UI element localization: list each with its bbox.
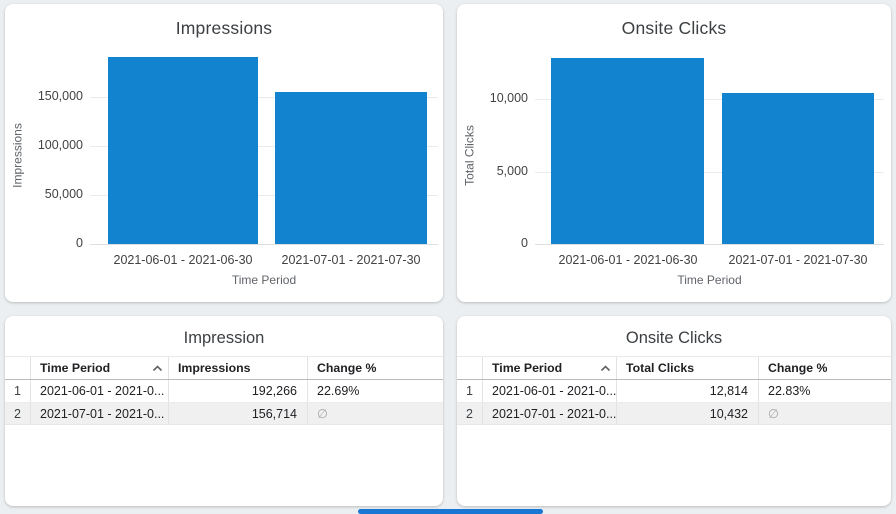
y-tick-label: 50,000: [44, 187, 83, 201]
change-percent-null-cell: ∅: [758, 403, 891, 424]
x-axis-line: [535, 244, 884, 245]
chart-title: Impressions: [175, 18, 273, 38]
change-percent-null-cell: ∅: [307, 403, 443, 424]
table-row[interactable]: 1 2021-06-01 - 2021-0... 12,814 22.83%: [457, 380, 891, 403]
x-axis-title: Time Period: [231, 273, 297, 287]
value-cell: 12,814: [616, 380, 758, 402]
table-title: Onsite Clicks: [625, 329, 723, 347]
bar-period-2[interactable]: [275, 92, 427, 244]
column-header-label: Time Period: [40, 361, 111, 375]
time-period-cell: 2021-07-01 - 2021-0...: [30, 403, 168, 424]
time-period-cell: 2021-06-01 - 2021-0...: [482, 380, 616, 402]
row-number-cell: 2: [466, 406, 473, 421]
column-header-change[interactable]: Change %: [758, 357, 891, 379]
column-header-label: Change %: [768, 361, 828, 375]
change-percent-cell: 22.83%: [758, 380, 891, 402]
x-tick-label: 2021-07-01 - 2021-07-30: [281, 253, 421, 267]
x-tick-label: 2021-06-01 - 2021-06-30: [113, 253, 253, 267]
y-tick-label: 10,000: [489, 91, 528, 105]
y-axis-title: Total Clicks: [462, 125, 477, 186]
column-header-label: Total Clicks: [626, 361, 695, 375]
column-header-total-clicks[interactable]: Total Clicks: [616, 357, 758, 379]
bar-period-1[interactable]: [551, 58, 704, 244]
column-header-label: Impressions: [178, 361, 251, 375]
x-tick-label: 2021-06-01 - 2021-06-30: [558, 253, 698, 267]
gridline: [90, 146, 438, 147]
gridline: [535, 99, 884, 100]
onsite-clicks-table-panel: Onsite Clicks Time Period Total Clicks C…: [457, 316, 891, 506]
data-table: Time Period Impressions Change % 1 2021-…: [5, 356, 443, 425]
y-axis-title: Impressions: [10, 123, 25, 188]
x-axis-line: [90, 244, 438, 245]
table-row[interactable]: 1 2021-06-01 - 2021-0... 192,266 22.69%: [5, 380, 443, 403]
column-header-time-period[interactable]: Time Period: [30, 357, 168, 379]
column-header-label: Time Period: [492, 361, 563, 375]
row-number-cell: 2: [14, 406, 21, 421]
y-tick-label: 150,000: [37, 89, 83, 103]
y-tick-label: 5,000: [496, 164, 528, 178]
y-tick-label: 0: [76, 236, 83, 250]
data-table: Time Period Total Clicks Change % 1 2021…: [457, 356, 891, 425]
time-period-cell: 2021-07-01 - 2021-0...: [482, 403, 616, 424]
gridline: [90, 97, 438, 98]
chart-title: Onsite Clicks: [621, 18, 727, 38]
column-header-label: Change %: [317, 361, 377, 375]
row-number-header: [5, 357, 30, 379]
column-header-change[interactable]: Change %: [307, 357, 443, 379]
y-tick-label: 100,000: [37, 138, 83, 152]
x-axis-title: Time Period: [677, 273, 742, 287]
value-cell: 156,714: [168, 403, 307, 424]
row-number-header: [457, 357, 482, 379]
impression-table-panel: Impression Time Period Impressions Chang…: [5, 316, 443, 506]
bar-period-1[interactable]: [108, 57, 258, 244]
bar-period-2[interactable]: [722, 93, 874, 244]
sort-ascending-icon: [152, 365, 163, 372]
table-header-row: Time Period Total Clicks Change %: [457, 356, 891, 380]
table-row[interactable]: 2 2021-07-01 - 2021-0... 156,714 ∅: [5, 403, 443, 425]
table-title: Impression: [183, 329, 265, 347]
y-tick-label: 0: [521, 236, 528, 250]
row-number-cell: 1: [466, 384, 473, 398]
row-number-cell: 1: [14, 384, 21, 398]
column-header-impressions[interactable]: Impressions: [168, 357, 307, 379]
x-tick-label: 2021-07-01 - 2021-07-30: [728, 253, 868, 267]
sort-ascending-icon: [600, 365, 611, 372]
onsite-clicks-chart-panel: Onsite Clicks 10,000 5,000 0 2021-06-01 …: [457, 4, 891, 302]
horizontal-scrollbar-thumb[interactable]: [358, 509, 543, 514]
impressions-chart-panel: Impressions 150,000 100,000 50,000 0 202…: [5, 4, 443, 302]
gridline: [535, 172, 884, 173]
column-header-time-period[interactable]: Time Period: [482, 357, 616, 379]
table-row[interactable]: 2 2021-07-01 - 2021-0... 10,432 ∅: [457, 403, 891, 425]
change-percent-cell: 22.69%: [307, 380, 443, 402]
time-period-cell: 2021-06-01 - 2021-0...: [30, 380, 168, 402]
value-cell: 10,432: [616, 403, 758, 424]
gridline: [90, 195, 438, 196]
table-header-row: Time Period Impressions Change %: [5, 356, 443, 380]
value-cell: 192,266: [168, 380, 307, 402]
